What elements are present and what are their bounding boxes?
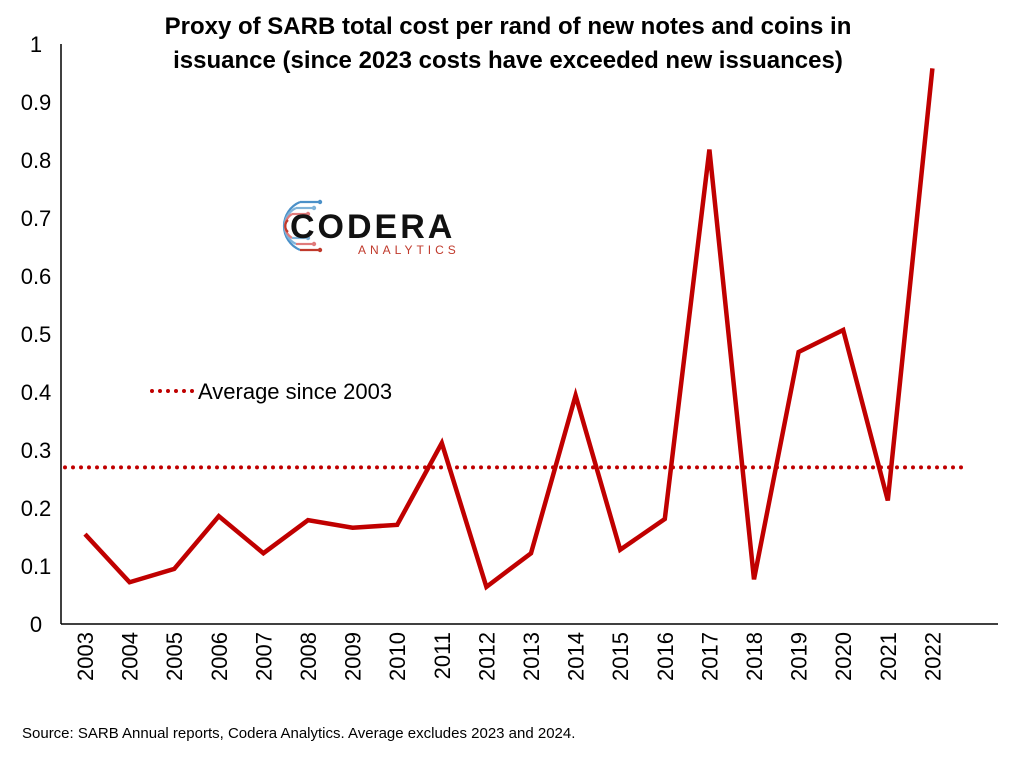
x-tick-label: 2017 [697, 632, 722, 681]
codera-logo-subtitle: ANALYTICS [358, 243, 460, 257]
chart-title: Proxy of SARB total cost per rand of new… [165, 13, 852, 74]
chart-title-line-2: issuance (since 2023 costs have exceeded… [173, 47, 843, 74]
source-note: Source: SARB Annual reports, Codera Anal… [22, 725, 575, 742]
legend: Average since 2003 [150, 379, 392, 404]
x-tick-label: 2020 [831, 632, 856, 681]
legend-label: Average since 2003 [198, 379, 392, 404]
y-tick-label: 1 [30, 32, 42, 57]
x-tick-label: 2013 [519, 632, 544, 681]
x-tick-label: 2014 [564, 632, 589, 681]
y-tick-label: 0.5 [21, 322, 52, 347]
codera-logo-icon [282, 199, 323, 253]
axes [60, 44, 998, 625]
x-tick-label: 2003 [73, 632, 98, 681]
y-tick-label: 0.3 [21, 438, 52, 463]
series [83, 68, 935, 591]
x-tick-label: 2012 [474, 632, 499, 681]
x-tick-label: 2007 [251, 632, 276, 681]
y-tick-label: 0.4 [21, 380, 52, 405]
y-tick-label: 0.2 [21, 496, 52, 521]
x-tick-label: 2011 [430, 632, 455, 679]
x-tick-label: 2010 [385, 632, 410, 681]
x-tick-label: 2005 [162, 632, 187, 681]
codera-logo-word: CODERA [290, 208, 455, 246]
chart-title-line-1: Proxy of SARB total cost per rand of new… [165, 13, 852, 40]
y-tick-labels: 0 0.1 0.2 0.3 0.4 0.5 0.6 0.7 0.8 0.9 1 [21, 32, 52, 637]
x-tick-label: 2021 [876, 632, 901, 681]
x-tick-label: 2008 [296, 632, 321, 681]
x-tick-label: 2015 [608, 632, 633, 681]
codera-logo: CODERA ANALYTICS [282, 199, 460, 257]
y-tick-label: 0.7 [21, 206, 52, 231]
x-tick-label: 2006 [207, 632, 232, 681]
x-tick-label: 2022 [920, 632, 945, 681]
x-tick-label: 2019 [787, 632, 812, 681]
x-tick-label: 2016 [653, 632, 678, 681]
series-line [83, 68, 935, 591]
y-tick-label: 0.9 [21, 90, 52, 115]
y-tick-label: 0 [30, 612, 42, 637]
x-tick-labels: 2003 2004 2005 2006 2007 2008 2009 2010 2011 2012… [73, 632, 945, 681]
y-tick-label: 0.1 [21, 554, 52, 579]
x-tick-label: 2009 [341, 632, 366, 681]
x-tick-label: 2018 [742, 632, 767, 681]
y-tick-label: 0.6 [21, 264, 52, 289]
x-tick-label: 2004 [118, 632, 143, 681]
y-tick-label: 0.8 [21, 148, 52, 173]
